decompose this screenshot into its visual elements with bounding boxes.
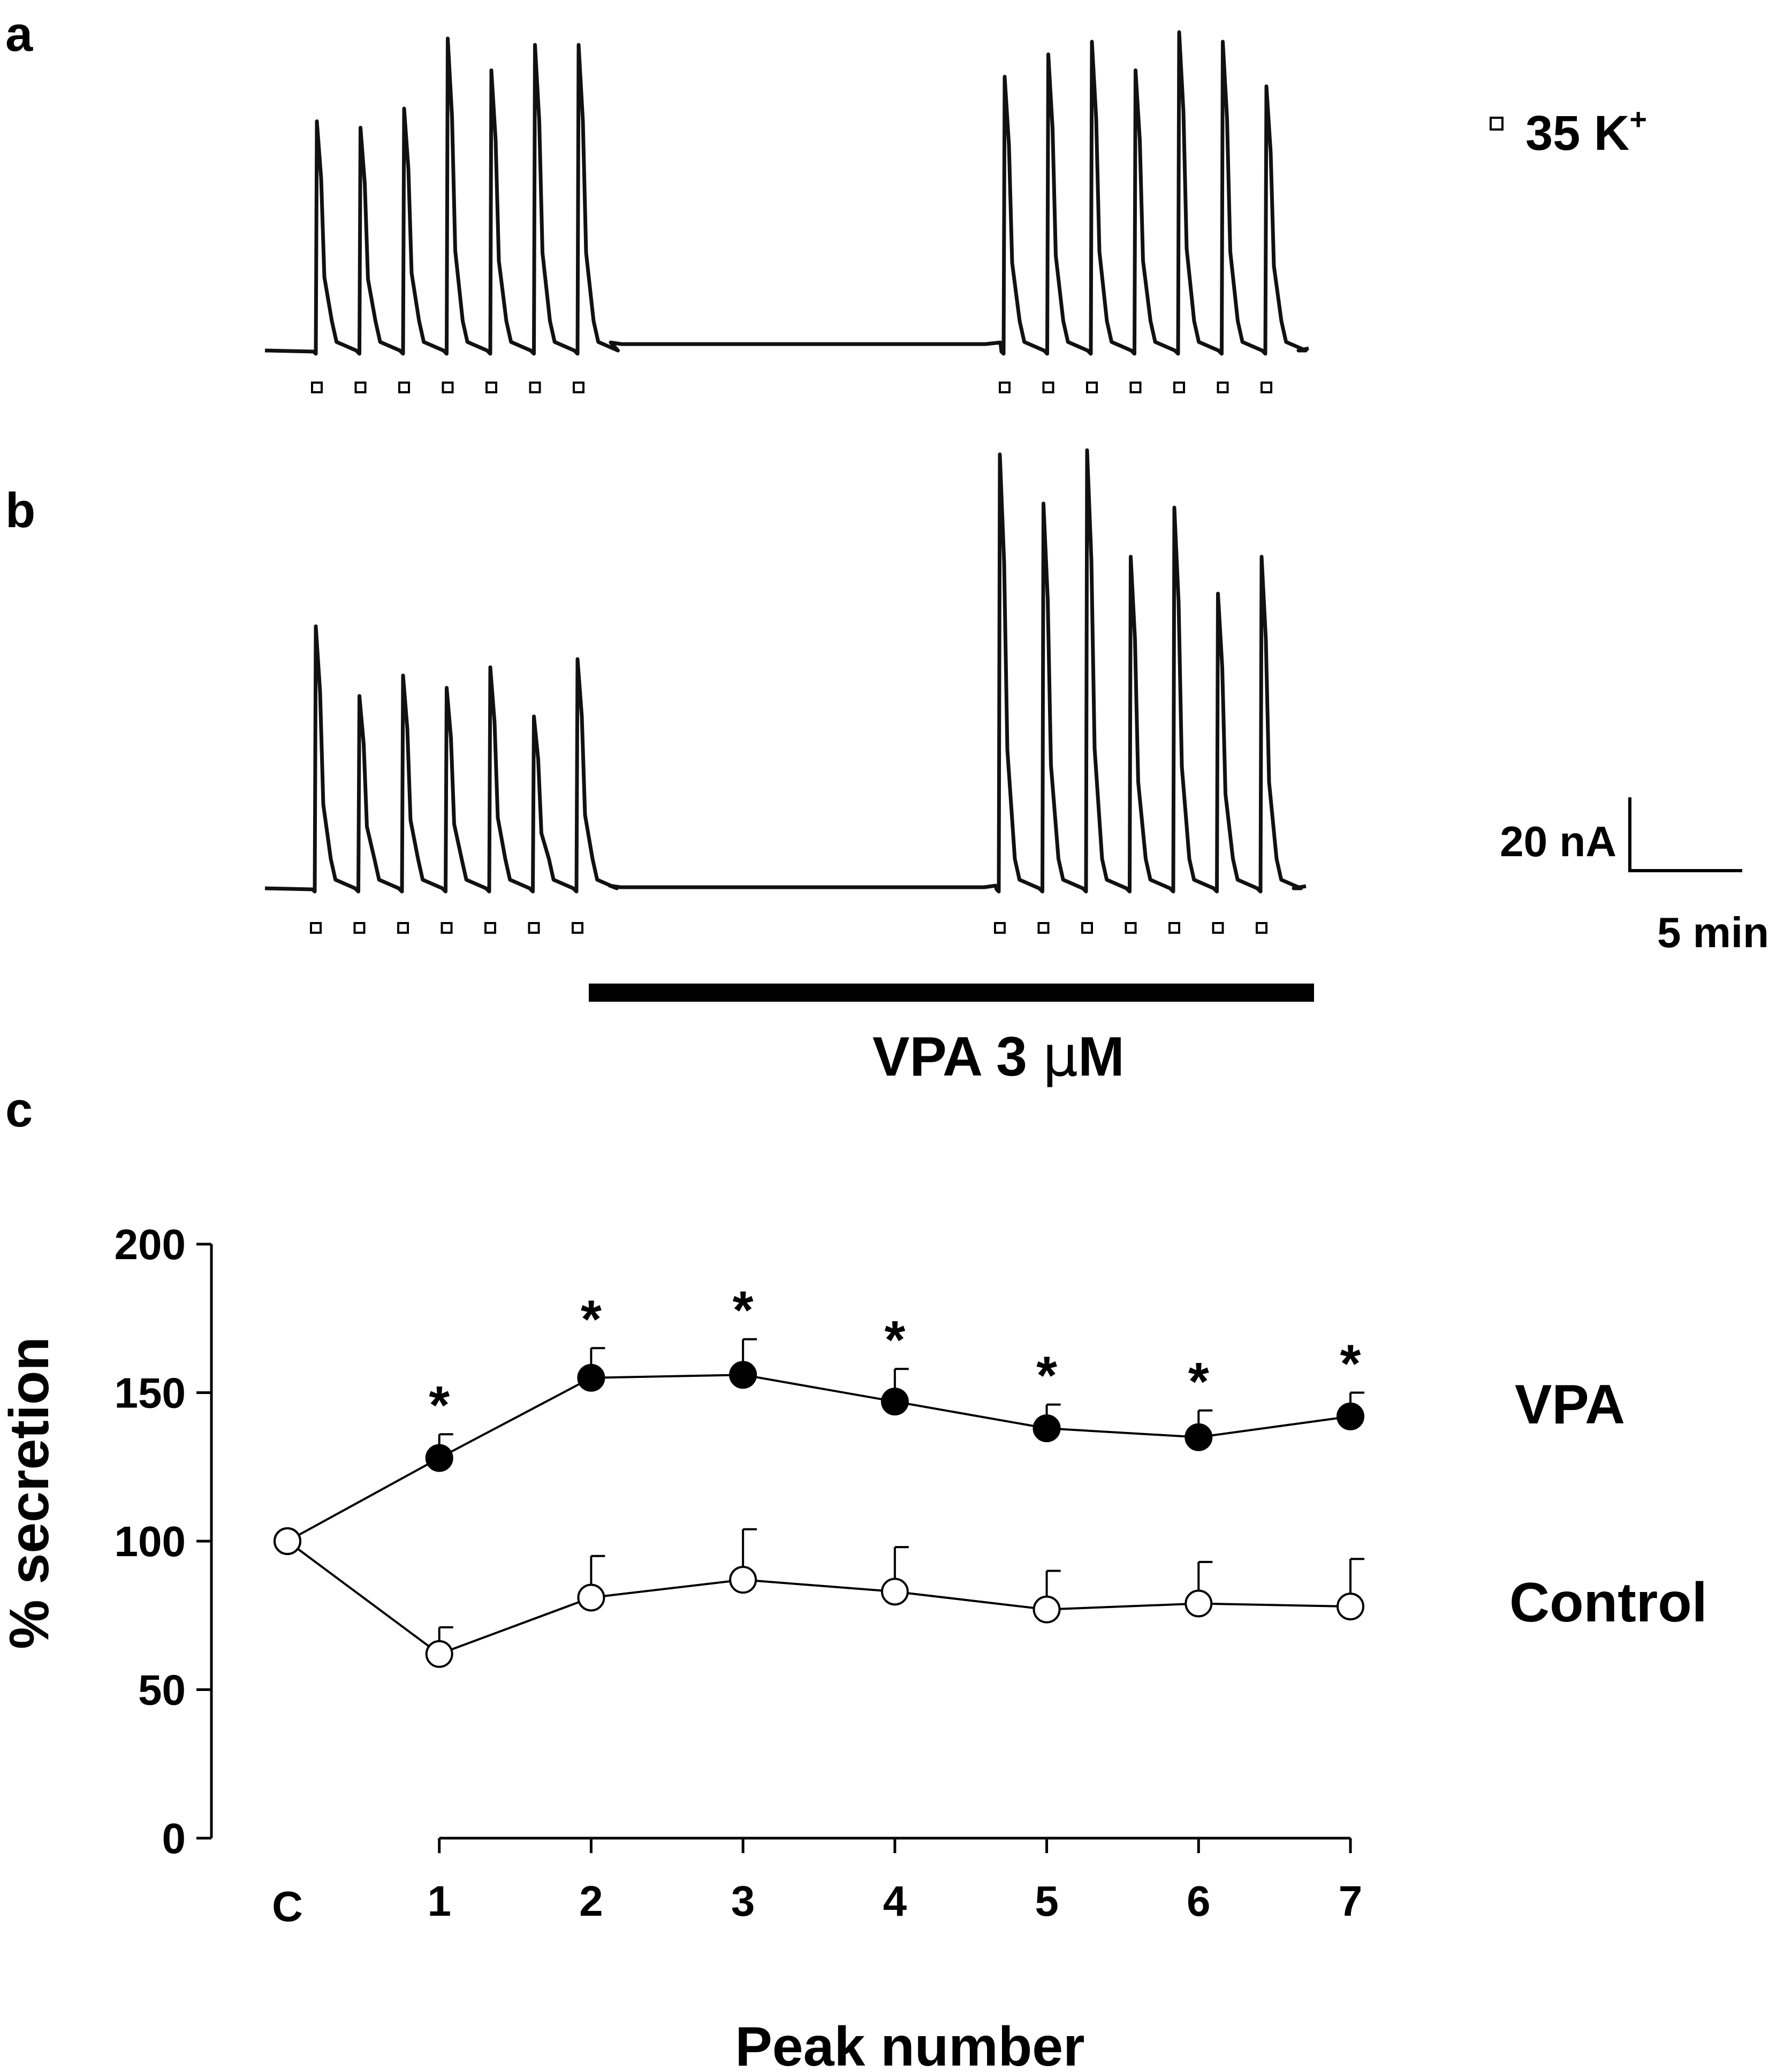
stimulus-marker (1168, 922, 1180, 934)
stimulus-marker (398, 382, 410, 393)
scale-bar-current-label: 20 nA (1500, 818, 1616, 865)
y-tick-label: 0 (162, 1815, 186, 1862)
data-point (274, 1527, 301, 1555)
significance-marker: * (581, 1289, 602, 1349)
stimulus-marker (353, 922, 366, 934)
stimulus-marker (310, 922, 322, 934)
scale-bar: 20 nA 5 min (1500, 797, 1769, 956)
stimulus-marker (354, 382, 367, 393)
chart-series: * * * * * * * (274, 1281, 1364, 1668)
stimulus-marker-icon (1490, 117, 1504, 131)
significance-marker: * (1340, 1334, 1361, 1394)
significance-marker: * (884, 1310, 905, 1370)
chart-c: 0 50 100 150 200 C 1 2 3 4 5 6 7 * * * * * * * % secretion… (0, 1221, 1707, 2072)
data-point (1185, 1423, 1213, 1451)
stimulus-marker (1086, 382, 1098, 393)
data-point (729, 1566, 757, 1594)
trace-a (264, 30, 1309, 393)
trace-b-line (264, 448, 1307, 894)
x-tick-label: 6 (1187, 1877, 1211, 1925)
scale-bar-time-label: 5 min (1657, 909, 1769, 956)
x-tick-label: 1 (427, 1877, 451, 1925)
stimulus-marker (397, 922, 409, 934)
series-control (274, 1527, 1364, 1668)
data-point (1337, 1593, 1364, 1621)
x-tick-label: 2 (579, 1877, 603, 1925)
data-point (880, 1578, 909, 1606)
stimulus-marker (573, 382, 584, 393)
stimulus-marker (1173, 382, 1185, 393)
y-tick-label: 50 (138, 1666, 186, 1714)
stimulus-marker (529, 382, 541, 393)
data-point (425, 1640, 453, 1668)
stimulus-marker (1037, 922, 1050, 934)
stimulus-marker (572, 922, 583, 934)
data-point (1337, 1402, 1364, 1430)
trace-b (264, 448, 1307, 934)
x-tick-label: 3 (731, 1877, 755, 1925)
data-point (729, 1361, 757, 1389)
series-label-control: Control (1509, 1572, 1707, 1634)
significance-marker: * (429, 1375, 450, 1435)
treatment-bar-line (589, 984, 1314, 1002)
treatment-bar: VPA 3 μM (589, 984, 1314, 1089)
data-point (577, 1583, 605, 1612)
y-tick-label: 200 (115, 1221, 186, 1268)
series-label-vpa: VPA (1515, 1374, 1625, 1436)
stimulus-marker (1125, 922, 1137, 934)
stimulus-marker (311, 382, 323, 393)
series-vpa: * * * * * * * (274, 1281, 1364, 1555)
panel-label-a: a (5, 7, 33, 62)
stimulus-legend: 35 K+ (1490, 102, 1647, 161)
stimulus-marker (1217, 382, 1229, 393)
significance-marker: * (1036, 1346, 1057, 1406)
stimulus-marker (994, 922, 1006, 934)
stimulus-marker (1261, 382, 1272, 393)
data-point (880, 1388, 909, 1416)
y-tick-label: 100 (115, 1518, 186, 1565)
trace-a-line (264, 30, 1309, 356)
stimulus-marker (442, 382, 454, 393)
stimulus-legend-label: 35 K+ (1525, 102, 1647, 161)
panel-label-b: b (5, 483, 35, 538)
stimulus-marker (441, 922, 453, 934)
stimulus-marker (484, 922, 496, 934)
series-line (287, 1374, 1351, 1542)
significance-marker: * (733, 1281, 754, 1340)
data-point (1185, 1589, 1213, 1618)
stimulus-marker (999, 382, 1011, 393)
stimulus-marker (1042, 382, 1054, 393)
stimulus-marker (1212, 922, 1224, 934)
stimulus-marker (1129, 382, 1142, 393)
panel-label-c: c (5, 1083, 33, 1137)
data-point (425, 1444, 453, 1472)
y-tick-label: 150 (115, 1369, 186, 1417)
treatment-bar-label: VPA 3 μM (872, 1024, 1125, 1089)
data-point (1032, 1595, 1061, 1624)
series-line (286, 1540, 1351, 1656)
x-tick-label: 7 (1339, 1877, 1363, 1925)
stimulus-marker (528, 922, 540, 934)
stimulus-marker (1081, 922, 1093, 934)
significance-marker: * (1188, 1352, 1209, 1412)
stimulus-marker (1256, 922, 1267, 934)
chart-axes: 0 50 100 150 200 C 1 2 3 4 5 6 7 (115, 1221, 1363, 1930)
data-point (577, 1363, 605, 1392)
y-axis-label: % secretion (0, 1337, 60, 1649)
stimulus-marker (485, 382, 497, 393)
x-tick-label: 4 (883, 1877, 907, 1925)
x-tick-label: 5 (1035, 1877, 1059, 1925)
data-point (1032, 1414, 1061, 1443)
x-tick-label: C (272, 1883, 303, 1930)
x-axis-label: Peak number (735, 2016, 1084, 2072)
